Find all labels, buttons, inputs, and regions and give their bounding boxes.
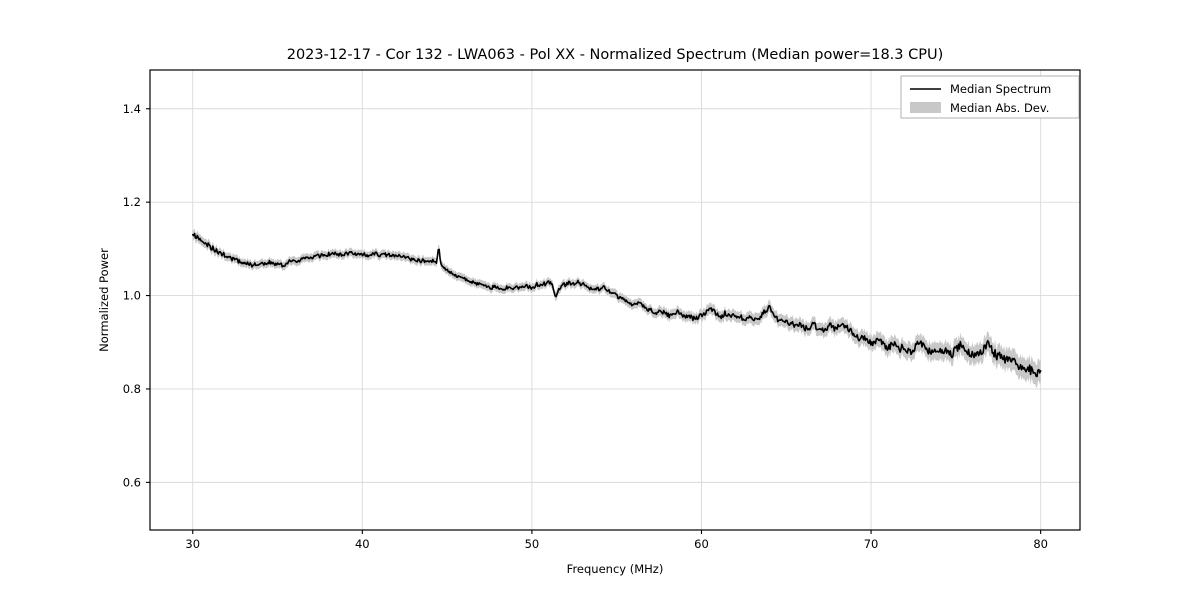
median-spectrum-line	[191, 232, 1042, 378]
x-tick-label: 50	[525, 537, 540, 551]
legend-patch-swatch-median-abs-dev	[910, 102, 941, 113]
y-axis-label: Normalized Power	[97, 248, 111, 352]
x-tick-label: 30	[185, 537, 200, 551]
axes-frame	[149, 69, 1081, 531]
plot-area-background	[150, 70, 1080, 530]
legend-label-median-spectrum: Median Spectrum	[950, 82, 1051, 96]
legend-label-median-abs-dev: Median Abs. Dev.	[950, 101, 1049, 115]
x-axis-label: Frequency (MHz)	[567, 562, 664, 576]
y-tick-label: 0.8	[123, 382, 141, 396]
y-axis-ticks: 0.6 0.8 1.0 1.2 1.4	[123, 102, 150, 489]
x-tick-label: 60	[694, 537, 709, 551]
x-tick-label: 80	[1033, 537, 1048, 551]
y-tick-label: 1.2	[123, 195, 141, 209]
x-tick-label: 40	[355, 537, 370, 551]
y-tick-label: 1.4	[123, 102, 141, 116]
chart-legend[interactable]: Median Spectrum Median Abs. Dev.	[900, 75, 1080, 119]
x-tick-label: 70	[864, 537, 879, 551]
x-axis-ticks: 30 40 50 60 70 80	[185, 530, 1048, 551]
chart-title: 2023-12-17 - Cor 132 - LWA063 - Pol XX -…	[287, 47, 944, 63]
y-tick-label: 1.0	[123, 289, 141, 303]
y-tick-label: 0.6	[123, 475, 141, 489]
